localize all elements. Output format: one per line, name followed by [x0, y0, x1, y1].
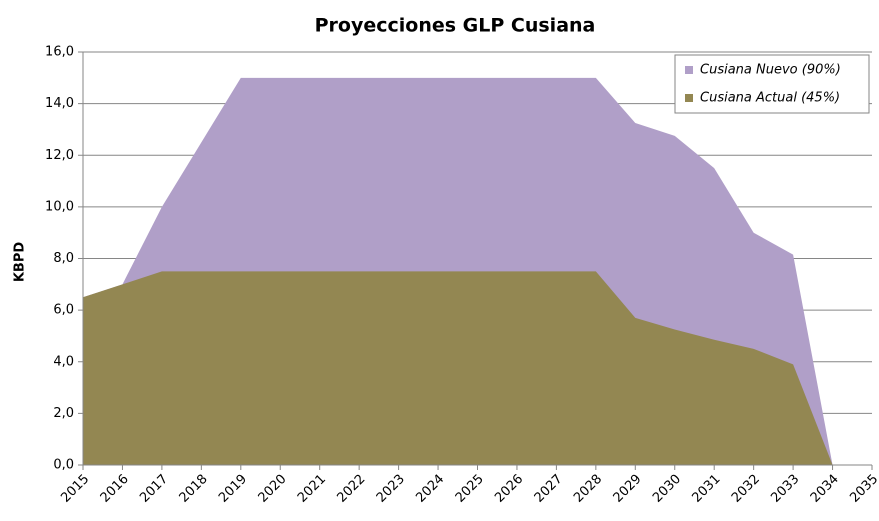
x-tick-label: 2032	[729, 472, 763, 506]
y-tick-label: 2,0	[53, 406, 74, 421]
x-tick-label: 2018	[177, 472, 211, 506]
x-tick-label: 2035	[847, 472, 879, 506]
x-tick-label: 2015	[58, 472, 92, 506]
y-tick-label: 16,0	[45, 45, 74, 60]
x-tick-label: 2024	[413, 472, 447, 506]
y-tick-label: 4,0	[53, 354, 74, 369]
legend-box	[674, 54, 870, 114]
x-tick-label: 2026	[492, 472, 526, 506]
legend-swatch	[685, 66, 693, 74]
x-tick-label: 2025	[453, 472, 487, 506]
x-tick-label: 2027	[532, 472, 566, 506]
y-tick-label: 12,0	[45, 148, 74, 163]
area	[83, 271, 833, 465]
x-tick-label: 2022	[334, 472, 368, 506]
y-tick-label: 0,0	[53, 458, 74, 473]
x-tick-label: 2031	[689, 472, 723, 506]
x-tick-label: 2021	[295, 472, 329, 506]
x-tick-label: 2019	[216, 472, 250, 506]
chart-title: Proyecciones GLP Cusiana	[315, 15, 596, 37]
y-tick-label: 10,0	[45, 199, 74, 214]
x-tick-label: 2029	[611, 472, 645, 506]
y-axis-label: KBPD	[13, 242, 28, 283]
legend-swatch	[685, 94, 693, 102]
y-tick-label: 8,0	[53, 251, 74, 266]
x-tick-label: 2033	[768, 472, 802, 506]
x-tick-label: 2034	[808, 472, 842, 506]
x-tick-label: 2017	[137, 472, 171, 506]
y-tick-label: 6,0	[53, 303, 74, 318]
x-tick-label: 2028	[571, 472, 605, 506]
y-tick-label: 14,0	[45, 96, 74, 111]
legend-label: Cusiana Nuevo (90%)	[700, 63, 841, 78]
x-tick-label: 2020	[256, 472, 290, 506]
x-tick-label: 2016	[98, 472, 132, 506]
x-tick-label: 2023	[374, 472, 408, 506]
x-tick-label: 2030	[650, 472, 684, 506]
legend-label: Cusiana Actual (45%)	[700, 91, 840, 106]
